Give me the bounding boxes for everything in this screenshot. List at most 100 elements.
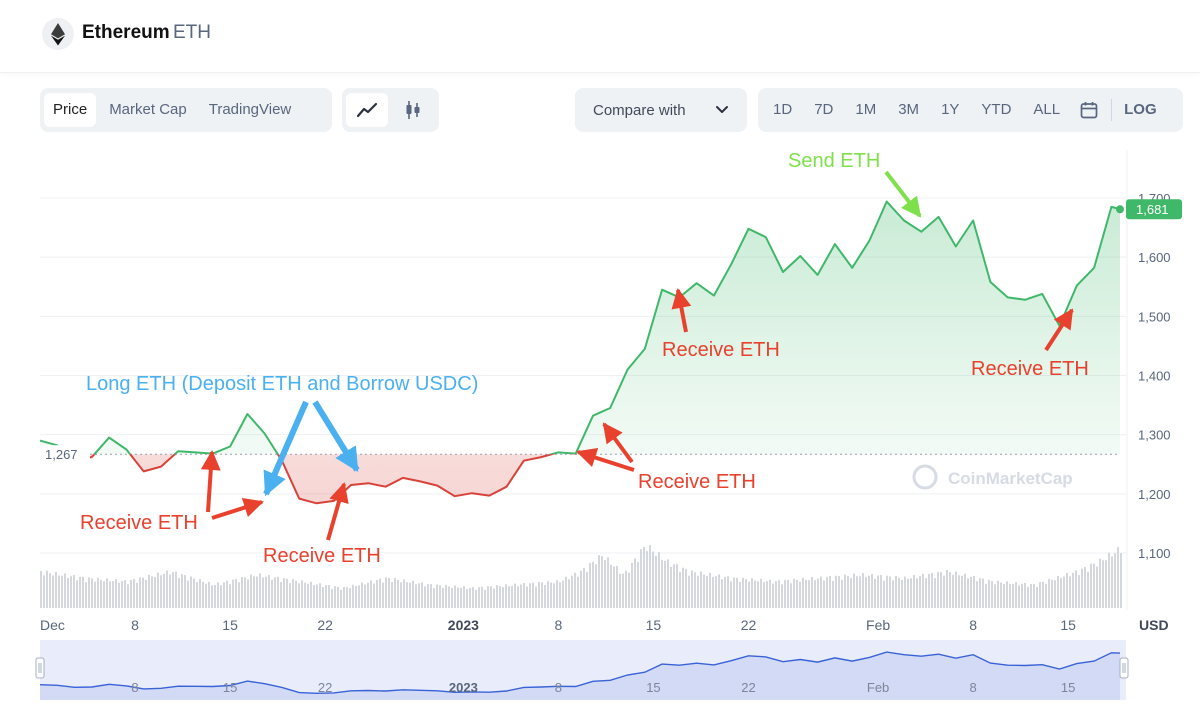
- range-ytd[interactable]: YTD: [981, 101, 1012, 118]
- volume-bar: [124, 580, 126, 608]
- navigator-tick-label: 15: [646, 680, 660, 695]
- volume-bar: [706, 575, 708, 608]
- volume-bar: [232, 579, 234, 608]
- navigator-selection[interactable]: [40, 640, 1126, 700]
- volume-bar: [952, 574, 954, 608]
- volume-bar: [430, 584, 432, 608]
- volume-bar: [172, 572, 174, 608]
- volume-bar: [397, 579, 399, 608]
- volume-bar: [685, 569, 687, 608]
- volume-bar: [568, 579, 570, 608]
- y-tick-label: 1,100: [1138, 546, 1171, 561]
- volume-bar: [694, 572, 696, 608]
- range-all[interactable]: ALL: [1033, 101, 1061, 118]
- volume-bar: [826, 577, 828, 608]
- volume-bar: [373, 583, 375, 608]
- x-tick-label: Feb: [866, 617, 890, 633]
- tab-price[interactable]: Price: [44, 93, 97, 127]
- volume-bar: [268, 575, 270, 608]
- tab-market-cap[interactable]: Market Cap: [109, 101, 187, 118]
- volume-bar: [283, 578, 285, 608]
- volume-bar: [649, 545, 651, 608]
- volume-bar: [937, 571, 939, 608]
- volume-bar: [1099, 558, 1101, 608]
- volume-bar: [556, 580, 558, 608]
- volume-bar: [787, 579, 789, 608]
- volume-bar: [112, 581, 114, 608]
- volume-bar: [562, 580, 564, 608]
- volume-bar: [199, 579, 201, 608]
- volume-bar: [394, 578, 396, 608]
- volume-bar: [661, 559, 663, 608]
- volume-bar: [1087, 571, 1089, 608]
- volume-bar: [76, 580, 78, 608]
- tab-tradingview[interactable]: TradingView: [208, 101, 292, 118]
- volume-bar: [733, 577, 735, 608]
- compare-dropdown[interactable]: Compare with: [575, 88, 747, 132]
- log-scale-toggle[interactable]: LOG: [1124, 101, 1157, 118]
- navigator-left-handle[interactable]: [35, 657, 45, 679]
- volume-bar: [151, 576, 153, 608]
- volume-bar: [610, 564, 612, 608]
- volume-bars: [40, 545, 1122, 608]
- volume-bar: [772, 583, 774, 608]
- volume-bar: [163, 573, 165, 608]
- volume-bar: [244, 577, 246, 608]
- annotation-arrow-receive-4b: [211, 497, 264, 520]
- volume-bar: [115, 579, 117, 608]
- volume-bar: [331, 589, 333, 608]
- volume-bar: [370, 580, 372, 608]
- volume-bar: [775, 581, 777, 608]
- range-navigator[interactable]: 8 15 22 2023 8 15 22 Feb 8 15: [35, 640, 1129, 700]
- volume-bar: [793, 578, 795, 608]
- volume-bar: [739, 582, 741, 608]
- volume-bar: [886, 575, 888, 608]
- volume-bar: [697, 575, 699, 608]
- volume-bar: [853, 573, 855, 608]
- candlestick-button[interactable]: [392, 93, 434, 127]
- volume-bar: [277, 576, 279, 608]
- volume-bar: [313, 584, 315, 608]
- volume-bar: [976, 581, 978, 608]
- volume-bar: [544, 584, 546, 608]
- volume-bar: [118, 582, 120, 608]
- volume-bar: [469, 587, 471, 608]
- volume-bar: [256, 576, 258, 608]
- volume-bar: [949, 572, 951, 608]
- annotation-receive-eth-3: Receive ETH: [638, 471, 756, 493]
- volume-bar: [1069, 576, 1071, 608]
- volume-bar: [547, 581, 549, 608]
- navigator-right-handle[interactable]: [1119, 657, 1129, 679]
- volume-bar: [1063, 576, 1065, 608]
- watermark-text: CoinMarketCap: [948, 469, 1073, 488]
- range-3m[interactable]: 3M: [898, 101, 920, 118]
- calendar-button[interactable]: [1071, 93, 1107, 127]
- volume-bar: [193, 578, 195, 608]
- range-1d[interactable]: 1D: [773, 101, 793, 118]
- volume-bar: [439, 585, 441, 608]
- volume-bar: [1057, 575, 1059, 608]
- volume-bar: [412, 580, 414, 608]
- volume-bar: [847, 575, 849, 608]
- volume-bar: [238, 582, 240, 608]
- volume-bar: [508, 586, 510, 608]
- volume-bar: [745, 579, 747, 608]
- volume-bar: [208, 581, 210, 608]
- volume-bar: [157, 572, 159, 608]
- volume-bar: [535, 586, 537, 608]
- range-1m[interactable]: 1M: [855, 101, 877, 118]
- volume-bar: [529, 583, 531, 608]
- volume-bar: [259, 573, 261, 608]
- volume-bar: [262, 577, 264, 608]
- range-7d[interactable]: 7D: [814, 101, 834, 118]
- range-1y[interactable]: 1Y: [941, 101, 960, 118]
- volume-bar: [427, 584, 429, 608]
- volume-bar: [868, 575, 870, 608]
- volume-bar: [88, 577, 90, 608]
- line-chart-button[interactable]: [346, 93, 388, 127]
- volume-bar: [100, 579, 102, 608]
- volume-bar: [538, 582, 540, 608]
- volume-bar: [1042, 581, 1044, 608]
- volume-bar: [322, 587, 324, 608]
- volume-bar: [1108, 552, 1110, 608]
